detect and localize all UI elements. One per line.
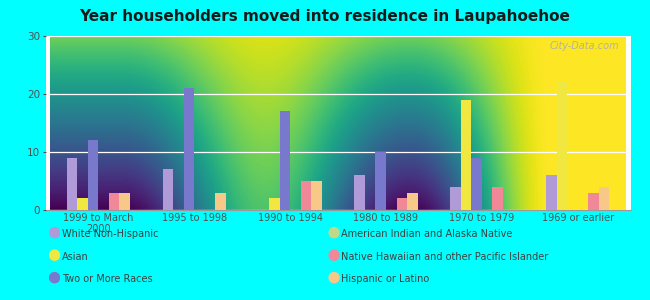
Bar: [556, 82, 567, 210]
Text: Year householders moved into residence in Laupahoehoe: Year householders moved into residence i…: [79, 9, 571, 24]
Ellipse shape: [329, 250, 339, 260]
Bar: [77, 198, 88, 210]
Bar: [461, 100, 471, 210]
Bar: [183, 88, 194, 210]
Bar: [450, 187, 461, 210]
Text: Asian: Asian: [62, 251, 88, 262]
Ellipse shape: [49, 273, 60, 283]
Ellipse shape: [49, 228, 60, 238]
Bar: [120, 193, 130, 210]
Bar: [269, 198, 280, 210]
Bar: [471, 158, 482, 210]
Ellipse shape: [329, 273, 339, 283]
Bar: [88, 140, 98, 210]
Text: Two or More Races: Two or More Races: [62, 274, 152, 284]
Bar: [66, 158, 77, 210]
Text: City-Data.com: City-Data.com: [549, 41, 619, 51]
Text: Native Hawaiian and other Pacific Islander: Native Hawaiian and other Pacific Island…: [341, 251, 549, 262]
Bar: [300, 181, 311, 210]
Bar: [162, 169, 173, 210]
Bar: [376, 152, 386, 210]
Bar: [311, 181, 322, 210]
Ellipse shape: [49, 250, 60, 260]
Bar: [407, 193, 417, 210]
Bar: [396, 198, 407, 210]
Bar: [588, 193, 599, 210]
Bar: [109, 193, 120, 210]
Bar: [215, 193, 226, 210]
Bar: [493, 187, 503, 210]
Bar: [354, 175, 365, 210]
Bar: [599, 187, 610, 210]
Bar: [546, 175, 556, 210]
Text: Hispanic or Latino: Hispanic or Latino: [341, 274, 430, 284]
Text: White Non-Hispanic: White Non-Hispanic: [62, 229, 158, 239]
Text: American Indian and Alaska Native: American Indian and Alaska Native: [341, 229, 513, 239]
Ellipse shape: [329, 228, 339, 238]
Bar: [280, 111, 290, 210]
